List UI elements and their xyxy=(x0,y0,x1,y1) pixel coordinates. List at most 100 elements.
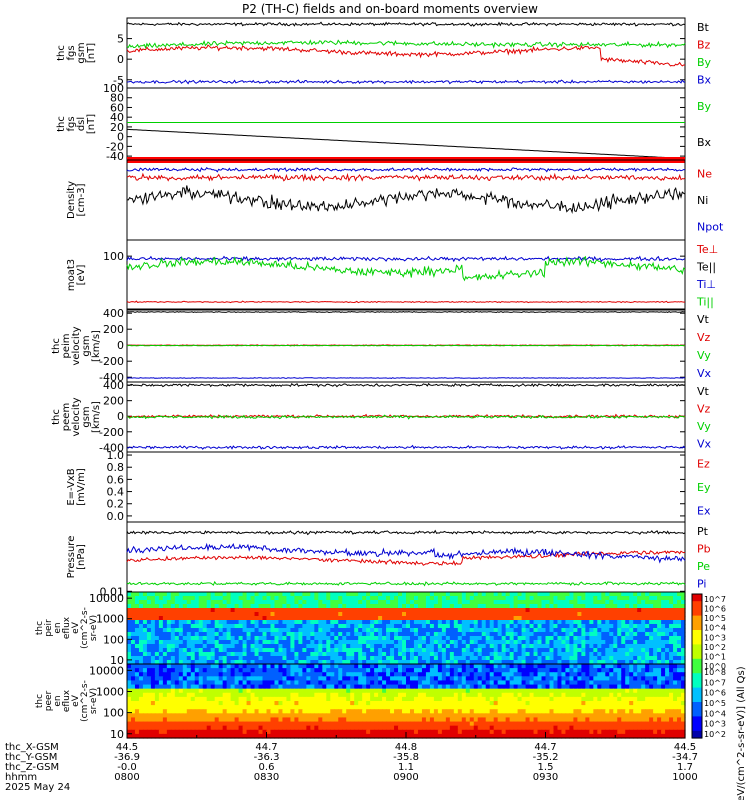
spec-cell xyxy=(470,676,475,681)
spec-cell xyxy=(243,697,248,702)
spec-cell xyxy=(326,628,331,633)
spec-cell xyxy=(470,701,475,706)
spec-cell xyxy=(215,701,220,706)
spec-cell xyxy=(338,628,343,633)
spec-cell xyxy=(462,600,467,605)
spec-cell xyxy=(494,592,499,597)
spec-cell xyxy=(641,664,646,669)
spec-cell xyxy=(406,648,411,653)
spec-cell xyxy=(143,709,148,714)
spec-cell xyxy=(366,632,371,637)
spec-cell xyxy=(633,652,638,657)
spec-cell xyxy=(597,600,602,605)
spec-cell xyxy=(613,616,618,621)
spec-cell xyxy=(235,608,240,613)
spec-cell xyxy=(450,672,455,677)
spec-cell xyxy=(621,644,626,649)
spec-cell xyxy=(326,693,331,698)
spec-cell xyxy=(573,701,578,706)
spec-cell xyxy=(597,705,602,710)
spec-cell xyxy=(438,608,443,613)
spec-cell xyxy=(354,604,359,609)
spec-cell xyxy=(183,726,188,731)
spec-cell xyxy=(621,616,626,621)
spec-cell xyxy=(406,616,411,621)
spec-cell xyxy=(466,600,471,605)
spec-cell xyxy=(434,701,439,706)
spec-cell xyxy=(179,644,184,649)
spec-cell xyxy=(665,722,670,727)
spec-cell xyxy=(294,697,299,702)
spec-cell xyxy=(259,656,264,661)
spec-cell xyxy=(438,624,443,629)
spec-cell xyxy=(127,628,132,633)
spec-cell xyxy=(390,664,395,669)
spec-cell xyxy=(199,664,204,669)
spec-cell xyxy=(370,701,375,706)
spec-cell xyxy=(402,680,407,685)
ytick-label: 200 xyxy=(103,395,124,408)
spec-cell xyxy=(442,608,447,613)
spec-cell xyxy=(581,726,586,731)
spec-cell xyxy=(135,596,140,601)
spec-cell xyxy=(346,664,351,669)
spec-cell xyxy=(239,709,244,714)
spec-cell xyxy=(231,596,236,601)
spec-cell xyxy=(514,689,519,694)
spec-cell xyxy=(219,592,224,597)
spec-cell xyxy=(358,676,363,681)
spec-cell xyxy=(382,697,387,702)
spec-cell xyxy=(653,726,658,731)
spec-cell xyxy=(131,709,136,714)
spec-cell xyxy=(649,668,654,673)
spec-cell xyxy=(601,636,606,641)
spec-cell xyxy=(167,701,172,706)
spec-cell xyxy=(167,632,172,637)
spec-cell xyxy=(239,701,244,706)
spec-cell xyxy=(326,705,331,710)
spec-cell xyxy=(565,632,570,637)
spec-cell xyxy=(486,717,491,722)
spec-cell xyxy=(378,697,383,702)
spec-cell xyxy=(306,632,311,637)
spec-cell xyxy=(354,676,359,681)
spec-cell xyxy=(665,612,670,617)
spec-cell xyxy=(334,628,339,633)
spec-cell xyxy=(270,596,275,601)
spec-cell xyxy=(406,722,411,727)
spec-cell xyxy=(270,689,275,694)
spec-cell xyxy=(462,624,467,629)
spec-cell xyxy=(318,620,323,625)
spec-cell xyxy=(581,668,586,673)
spec-cell xyxy=(263,689,268,694)
spec-cell xyxy=(553,709,558,714)
spec-cell xyxy=(605,726,610,731)
spec-cell xyxy=(625,628,630,633)
spec-cell xyxy=(203,689,208,694)
spec-cell xyxy=(131,624,136,629)
spec-cell xyxy=(661,596,666,601)
spec-cell xyxy=(155,616,160,621)
spec-cell xyxy=(143,705,148,710)
spec-cell xyxy=(613,600,618,605)
spec-cell xyxy=(625,656,630,661)
spec-cell xyxy=(553,596,558,601)
spec-cell xyxy=(637,713,642,718)
spec-cell xyxy=(278,600,283,605)
spec-cell xyxy=(633,701,638,706)
spec-cell xyxy=(382,624,387,629)
spec-cell xyxy=(378,689,383,694)
spec-cell xyxy=(247,600,252,605)
spec-cell xyxy=(179,592,184,597)
spec-cell xyxy=(366,592,371,597)
spec-cell xyxy=(219,726,224,731)
spec-cell xyxy=(466,709,471,714)
spec-cell xyxy=(637,664,642,669)
spec-cell xyxy=(549,592,554,597)
spec-cell xyxy=(278,689,283,694)
spec-cell xyxy=(414,640,419,645)
spec-cell xyxy=(267,600,272,605)
spec-cell xyxy=(613,632,618,637)
spec-cell xyxy=(482,664,487,669)
spec-cell xyxy=(418,726,423,731)
